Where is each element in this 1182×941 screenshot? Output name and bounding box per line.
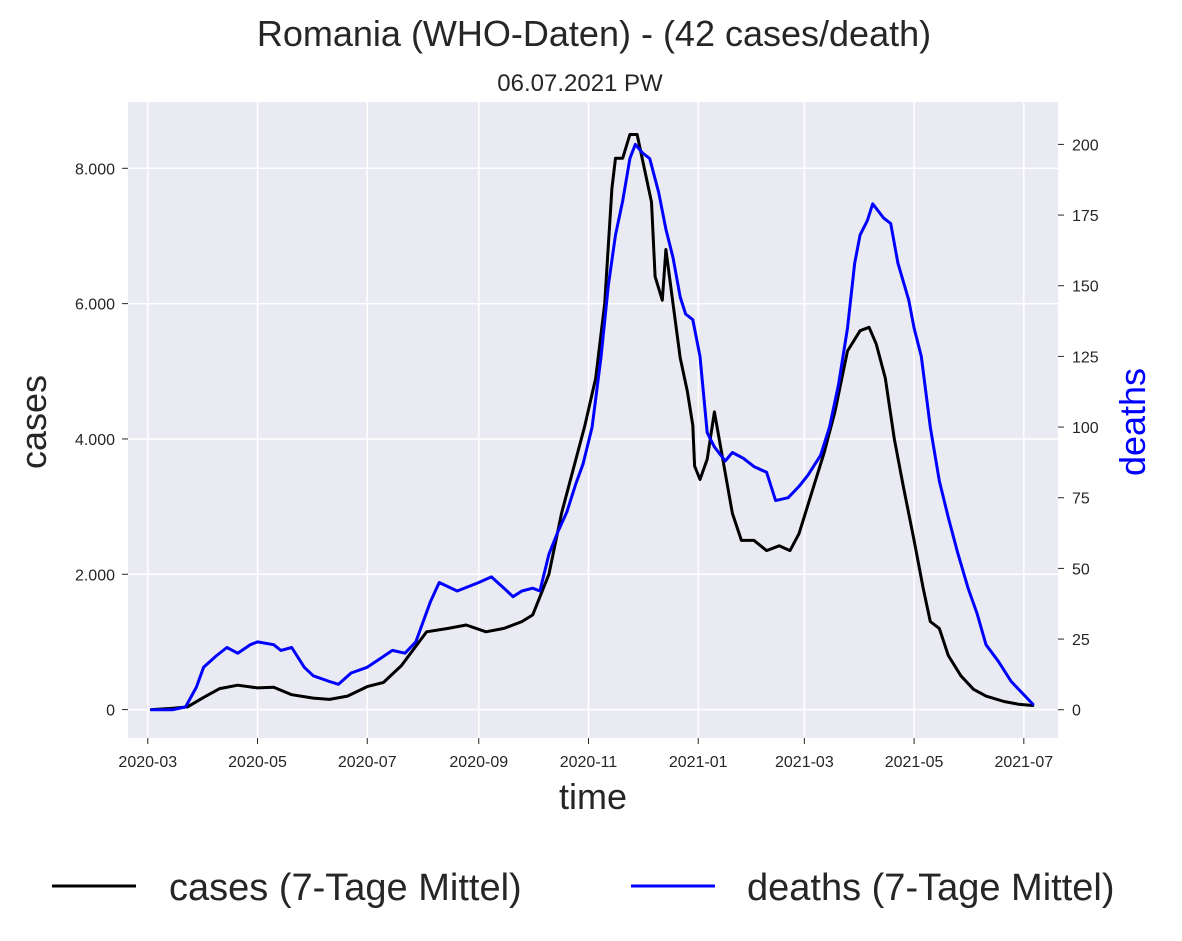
legend-deaths-label: deaths (7-Tage Mittel) [747,867,1115,909]
y2-tick-label: 25 [1072,632,1090,649]
y2-tick-label: 0 [1072,703,1081,720]
y2-tick-label: 100 [1072,420,1099,437]
chart-title: Romania (WHO-Daten) - (42 cases/death) [257,13,931,54]
y2-axis-ticks: 0 25 50 75 100 125 150 175 200 [1058,137,1099,720]
y-tick-label: 0 [106,703,115,720]
x-tick-label: 2021-05 [885,754,944,771]
y-axis-label: cases [13,375,54,469]
x-tick-label: 2021-07 [994,754,1053,771]
y2-tick-label: 175 [1072,208,1099,225]
x-tick-label: 2020-03 [118,754,177,771]
y-tick-label: 4.000 [75,432,115,449]
x-axis-label: time [559,776,627,817]
y2-tick-label: 75 [1072,491,1090,508]
grid [128,102,1058,738]
y2-axis-label: deaths [1112,368,1153,476]
y-tick-label: 2.000 [75,567,115,584]
x-tick-label: 2021-03 [775,754,834,771]
y-tick-label: 8.000 [75,161,115,178]
x-tick-label: 2021-01 [669,754,728,771]
deaths-series-line [149,142,1035,712]
y-axis-ticks: 0 2.000 4.000 6.000 8.000 [75,161,128,720]
y2-tick-label: 125 [1072,349,1099,366]
x-tick-label: 2020-11 [560,754,618,771]
cases-series-line [149,133,1035,712]
y2-tick-label: 150 [1072,279,1099,296]
x-axis-ticks: 2020-03 2020-05 2020-07 2020-09 2020-11 2021-… [118,738,1053,771]
x-tick-label: 2020-09 [449,754,508,771]
y2-tick-label: 200 [1072,137,1099,154]
legend: cases (7-Tage Mittel) deaths (7-Tage Mit… [52,867,1115,909]
chart-subtitle: 06.07.2021 PW [497,70,663,97]
y-tick-label: 6.000 [75,297,115,314]
x-tick-label: 2020-07 [338,754,397,771]
legend-cases-label: cases (7-Tage Mittel) [169,867,522,909]
series-lines [149,133,1035,712]
y2-tick-label: 50 [1072,561,1090,578]
x-tick-label: 2020-05 [228,754,287,771]
